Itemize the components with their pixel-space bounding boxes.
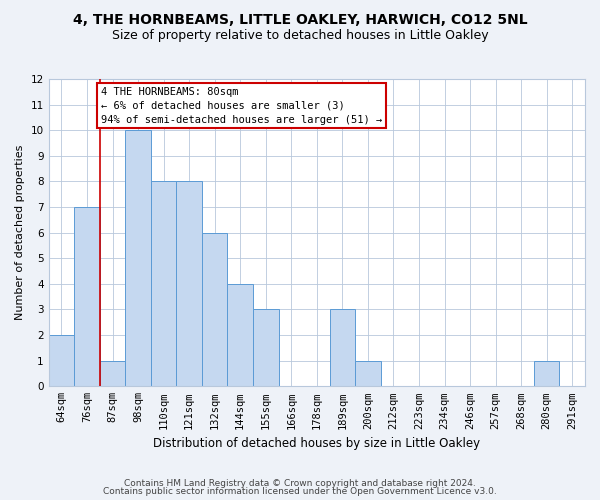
Bar [253, 310, 278, 386]
Bar [355, 360, 380, 386]
Text: 4 THE HORNBEAMS: 80sqm
← 6% of detached houses are smaller (3)
94% of semi-detac: 4 THE HORNBEAMS: 80sqm ← 6% of detached … [101, 86, 382, 124]
Bar [125, 130, 151, 386]
Bar [202, 232, 227, 386]
X-axis label: Distribution of detached houses by size in Little Oakley: Distribution of detached houses by size … [153, 437, 481, 450]
Bar [227, 284, 253, 386]
Text: 4, THE HORNBEAMS, LITTLE OAKLEY, HARWICH, CO12 5NL: 4, THE HORNBEAMS, LITTLE OAKLEY, HARWICH… [73, 12, 527, 26]
Bar [176, 182, 202, 386]
Text: Size of property relative to detached houses in Little Oakley: Size of property relative to detached ho… [112, 28, 488, 42]
Y-axis label: Number of detached properties: Number of detached properties [15, 145, 25, 320]
Bar [151, 182, 176, 386]
Bar [329, 310, 355, 386]
Bar [74, 207, 100, 386]
Bar [534, 360, 559, 386]
Text: Contains public sector information licensed under the Open Government Licence v3: Contains public sector information licen… [103, 488, 497, 496]
Bar [100, 360, 125, 386]
Text: Contains HM Land Registry data © Crown copyright and database right 2024.: Contains HM Land Registry data © Crown c… [124, 478, 476, 488]
Bar [49, 335, 74, 386]
